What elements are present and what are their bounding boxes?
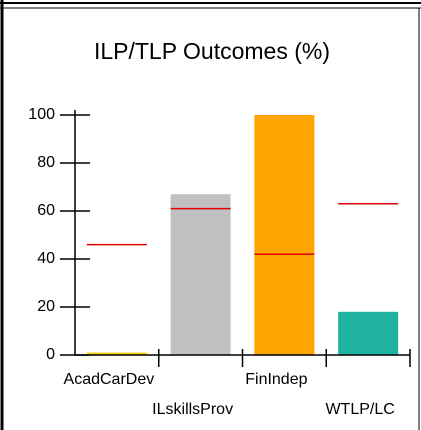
x-tick-label: ILskillsProv: [152, 401, 233, 418]
x-tick-label: AcadCarDev: [64, 371, 155, 388]
y-tick-label: 80: [37, 154, 55, 171]
bar: [170, 194, 231, 355]
bar: [338, 311, 399, 355]
chart-title: ILP/TLP Outcomes (%): [94, 38, 330, 64]
x-tick-label: WTLP/LC: [325, 401, 394, 418]
y-tick-label: 40: [37, 250, 55, 267]
y-tick-label: 0: [46, 346, 55, 363]
bar: [254, 115, 315, 355]
y-tick-label: 100: [28, 106, 55, 123]
y-tick-label: 20: [37, 298, 55, 315]
x-tick-label: FinIndep: [245, 371, 307, 388]
bar: [86, 352, 147, 355]
y-tick-label: 60: [37, 202, 55, 219]
